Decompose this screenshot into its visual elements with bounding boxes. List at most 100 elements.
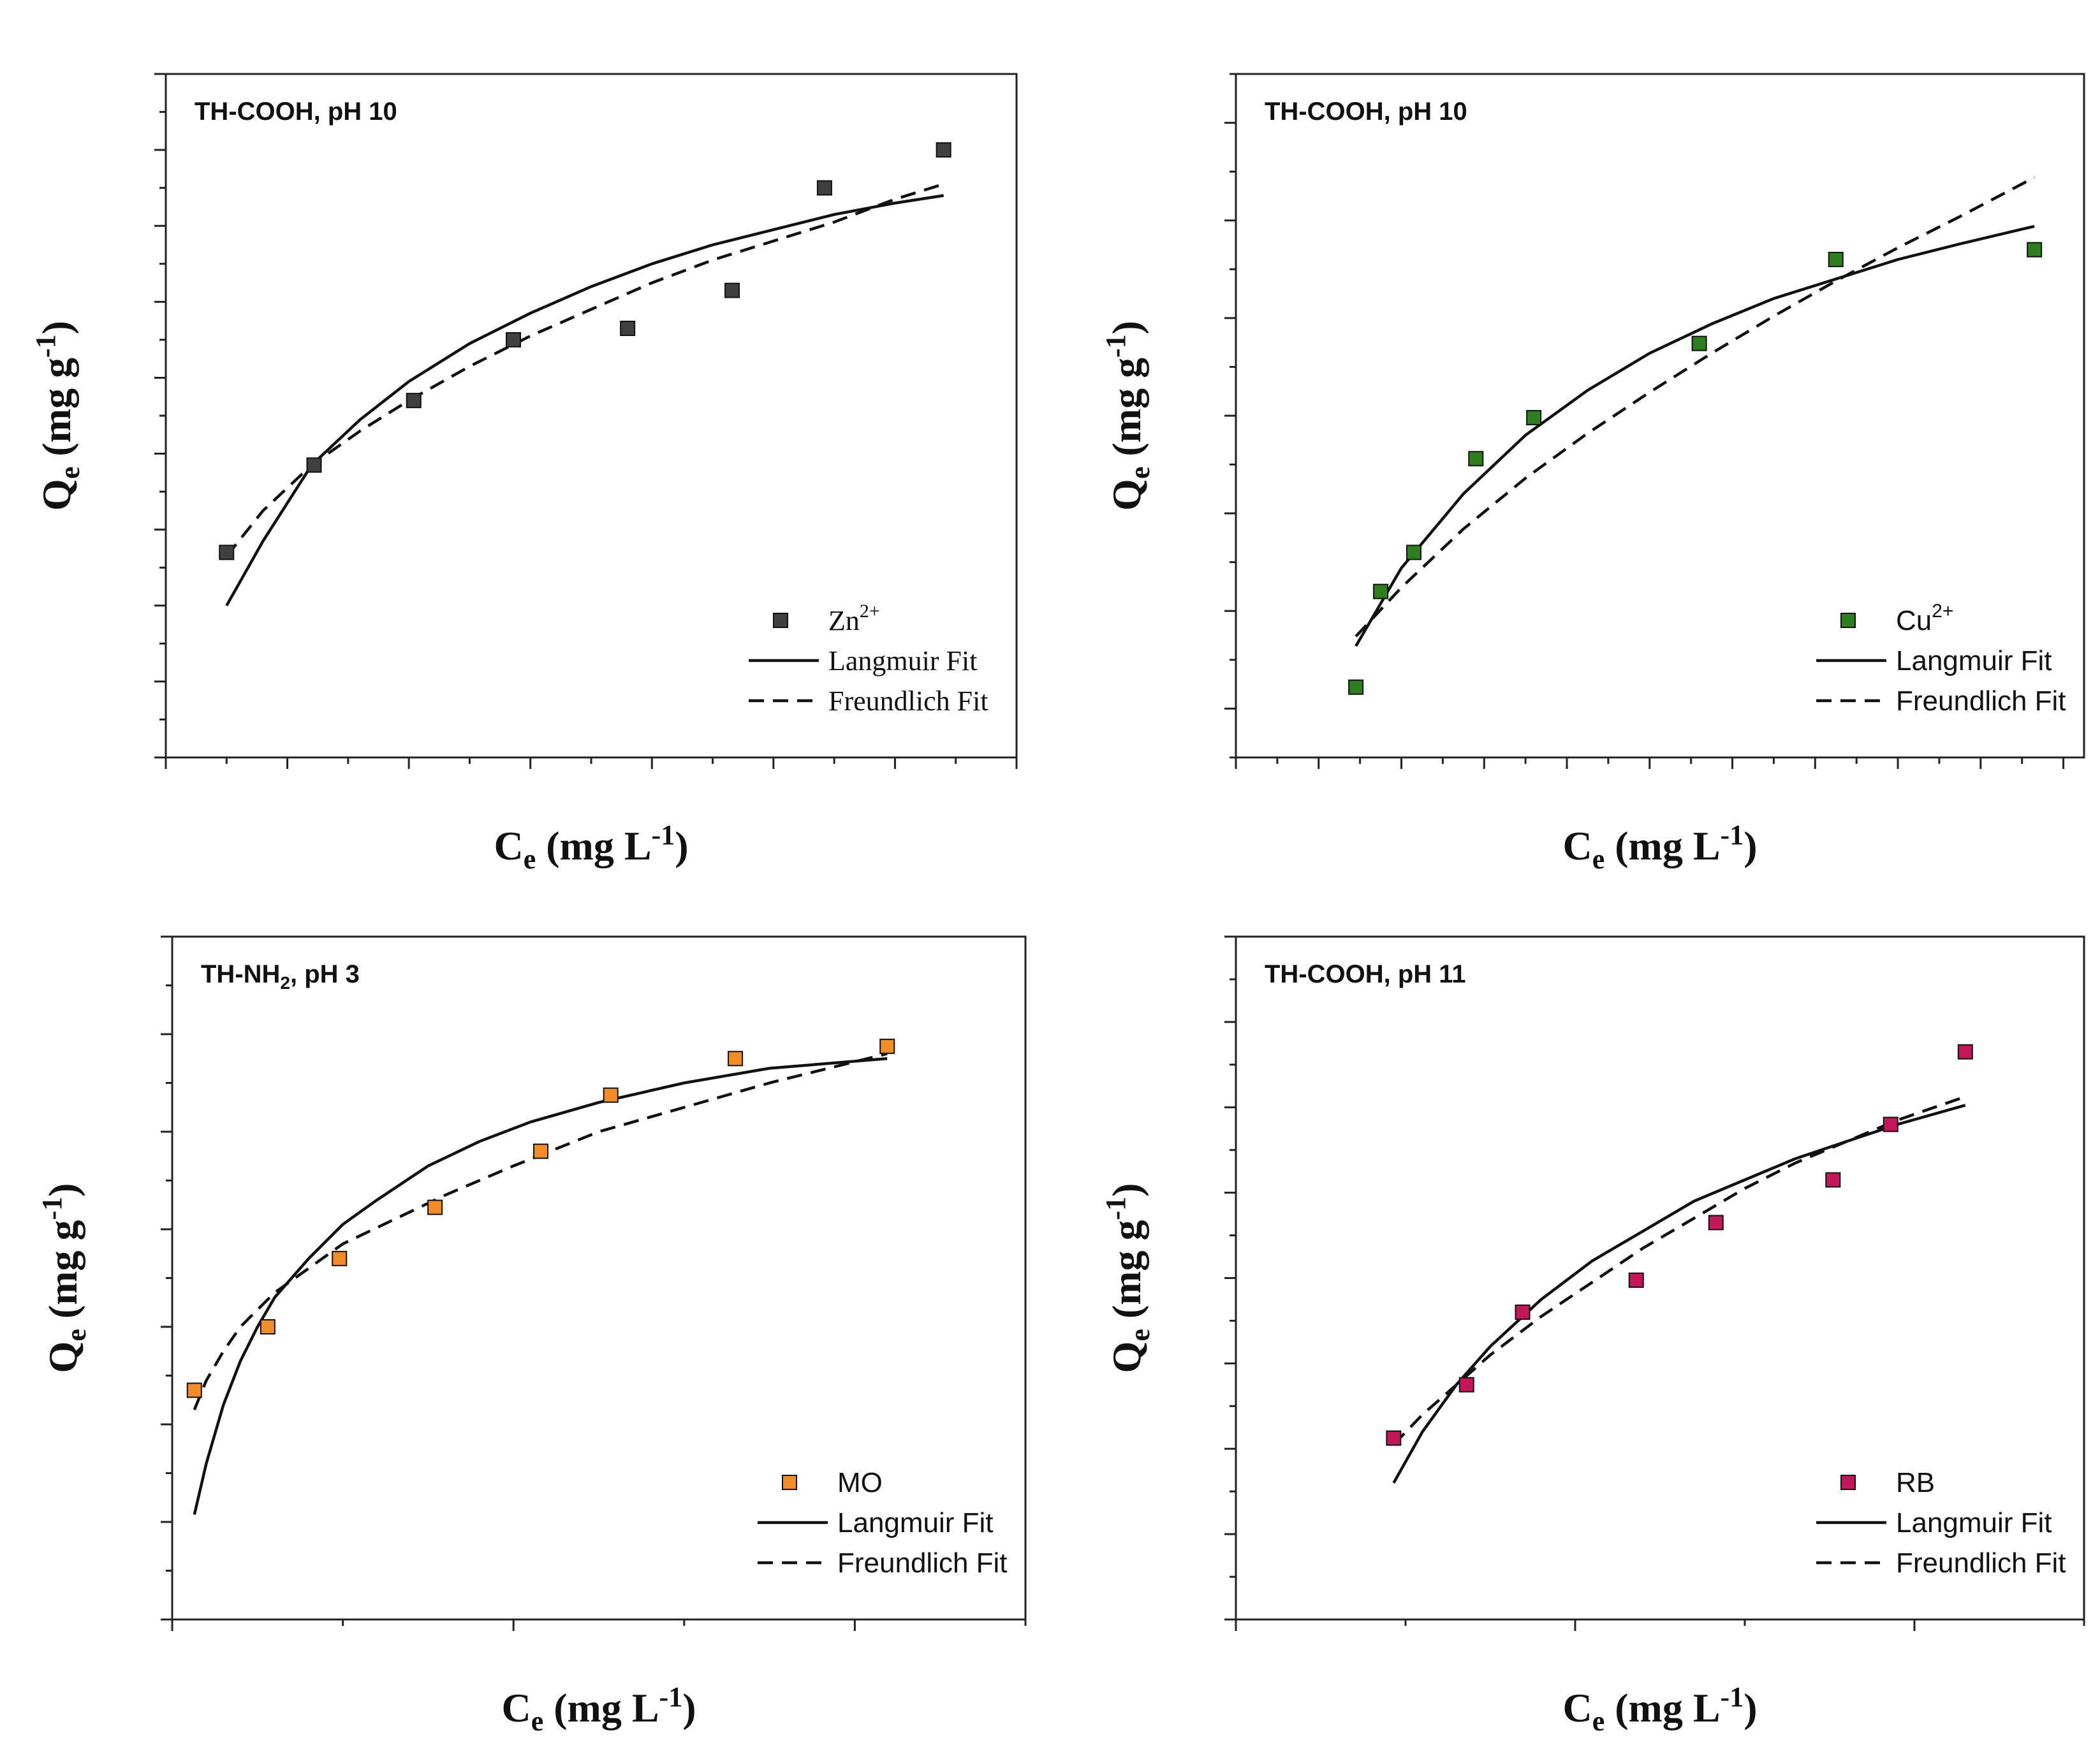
y-axis-label-sup: -1 — [1100, 1197, 1131, 1220]
y-axis-label-unit: (mg g — [34, 358, 79, 467]
x-axis-label-sup: -1 — [1721, 819, 1744, 851]
x-axis-label-sup: -1 — [1721, 1681, 1744, 1713]
x-axis-label: Ce (mg L-1) — [1562, 1681, 1757, 1737]
chart-panel-a: Ce (mg L-1)Qe (mg g-1)TH-COOH, pH 10Zn2+… — [30, 73, 1018, 875]
data-point — [506, 332, 522, 347]
x-axis-label-close: ) — [682, 1685, 696, 1730]
y-axis-label-close: ) — [1104, 1183, 1149, 1197]
panel-annotation: TH-COOH, pH 11 — [1265, 960, 1466, 988]
data-point — [1526, 410, 1542, 426]
data-point — [2027, 242, 2043, 258]
data-point — [1957, 1044, 1973, 1060]
legend-marker — [1840, 613, 1856, 628]
data-point — [1828, 251, 1844, 267]
legend-label-name: Langmuir Fit — [837, 1507, 994, 1539]
data-point — [219, 545, 235, 560]
y-axis-label-sub: e — [1124, 467, 1156, 479]
data-point — [332, 1250, 348, 1266]
legend-marker — [773, 613, 788, 628]
y-axis-label-sup: -1 — [36, 1197, 68, 1220]
x-axis-label-sub: e — [524, 844, 536, 875]
data-point — [724, 282, 740, 298]
y-axis-label-sup: -1 — [1100, 334, 1131, 358]
y-axis-label-unit: (mg g — [1104, 358, 1149, 467]
x-axis-label-sup: -1 — [659, 1681, 683, 1713]
annotation-main: TH-COOH, pH 10 — [195, 98, 397, 126]
legend-label-name: Freundlich Fit — [828, 685, 988, 717]
data-point — [1883, 1116, 1898, 1132]
langmuir-fit-line — [193, 1057, 888, 1516]
freundlich-fit-line — [1355, 176, 2036, 638]
panel-annotation: TH-COOH, pH 10 — [195, 98, 397, 126]
legend-label: Cu2+ — [1896, 601, 1953, 636]
x-axis-label-sub: e — [1592, 1706, 1605, 1737]
y-axis-label-close: ) — [1104, 321, 1149, 334]
legend-label-name: RB — [1896, 1467, 1935, 1498]
y-axis-label-sub: e — [54, 467, 85, 479]
x-axis-label-close: ) — [1744, 1685, 1757, 1730]
legend-label: Langmuir Fit — [1896, 645, 2052, 676]
legend-label-sup: 2+ — [860, 601, 880, 622]
data-point — [728, 1051, 744, 1067]
data-point — [427, 1199, 443, 1215]
data-point — [816, 180, 832, 196]
data-point — [1628, 1272, 1644, 1288]
y-axis-label-unit: (mg g — [40, 1220, 85, 1329]
legend-label-name: Langmuir Fit — [828, 645, 977, 676]
panel-annotation: TH-COOH, pH 10 — [1265, 98, 1467, 126]
x-axis-label-unit: (mg L — [543, 1685, 659, 1730]
x-axis-label-unit: (mg L — [1604, 1685, 1720, 1730]
legend-label: Langmuir Fit — [1896, 1507, 2052, 1539]
x-axis-label-main: C — [494, 823, 523, 868]
freundlich-fit-line — [193, 1052, 888, 1410]
x-axis-label-sub: e — [1592, 844, 1605, 875]
y-axis-label-main: Q — [1104, 479, 1149, 511]
data-point — [1468, 451, 1484, 467]
x-axis-label-sub: e — [531, 1706, 544, 1737]
langmuir-fit-line — [1355, 224, 2035, 647]
panel-annotation: TH-NH2, pH 3 — [201, 960, 360, 993]
annotation-sub: 2 — [280, 973, 290, 993]
data-point — [1373, 583, 1389, 599]
data-point — [306, 457, 322, 473]
legend-marker — [1840, 1475, 1856, 1490]
data-point — [1825, 1172, 1841, 1188]
y-axis-label: Qe (mg g-1) — [1100, 321, 1156, 511]
chart-panel-b: Ce (mg L-1)Qe (mg g-1)TH-COOH, pH 10Cu2+… — [1100, 73, 2085, 875]
legend-label-name: Cu — [1896, 605, 1932, 636]
data-point — [1458, 1377, 1474, 1392]
data-point — [1386, 1430, 1402, 1446]
x-axis-label-unit: (mg L — [536, 823, 651, 868]
y-axis-label: Qe (mg g-1) — [30, 321, 85, 511]
y-axis-label-sub: e — [61, 1329, 92, 1341]
x-axis-label: Ce (mg L-1) — [501, 1681, 696, 1737]
freundlich-fit-line — [1392, 1095, 1966, 1446]
y-axis-label-main: Q — [34, 479, 79, 511]
legend-label: Langmuir Fit — [828, 645, 977, 676]
legend-label: Freundlich Fit — [828, 685, 988, 717]
y-axis-label-sub: e — [1124, 1329, 1156, 1341]
data-point — [533, 1143, 549, 1159]
x-axis-label-sup: -1 — [652, 819, 675, 851]
legend-marker — [782, 1475, 797, 1490]
legend-label: RB — [1896, 1467, 1935, 1498]
x-axis-label-close: ) — [1744, 823, 1757, 868]
legend-label-name: Langmuir Fit — [1896, 645, 2052, 676]
legend-label-name: Freundlich Fit — [1896, 1547, 2066, 1579]
x-axis-label-unit: (mg L — [1604, 823, 1720, 868]
annotation-main: TH-COOH, pH 10 — [1265, 98, 1467, 126]
data-point — [1348, 679, 1364, 695]
data-point — [1515, 1305, 1531, 1320]
langmuir-fit-line — [225, 194, 944, 606]
annotation-tail: , pH 3 — [290, 960, 360, 988]
legend-label-name: Freundlich Fit — [1896, 685, 2066, 717]
chart-panel-d: Ce (mg L-1)Qe (mg g-1)TH-COOH, pH 11RBLa… — [1100, 935, 2085, 1737]
data-point — [620, 321, 636, 337]
data-point — [603, 1087, 619, 1103]
x-axis-label-main: C — [1562, 823, 1592, 868]
annotation-main: TH-COOH, pH 11 — [1265, 960, 1466, 988]
freundlich-fit-line — [225, 182, 944, 557]
legend-label: Freundlich Fit — [1896, 685, 2066, 717]
y-axis-label-unit: (mg g — [1104, 1220, 1149, 1329]
